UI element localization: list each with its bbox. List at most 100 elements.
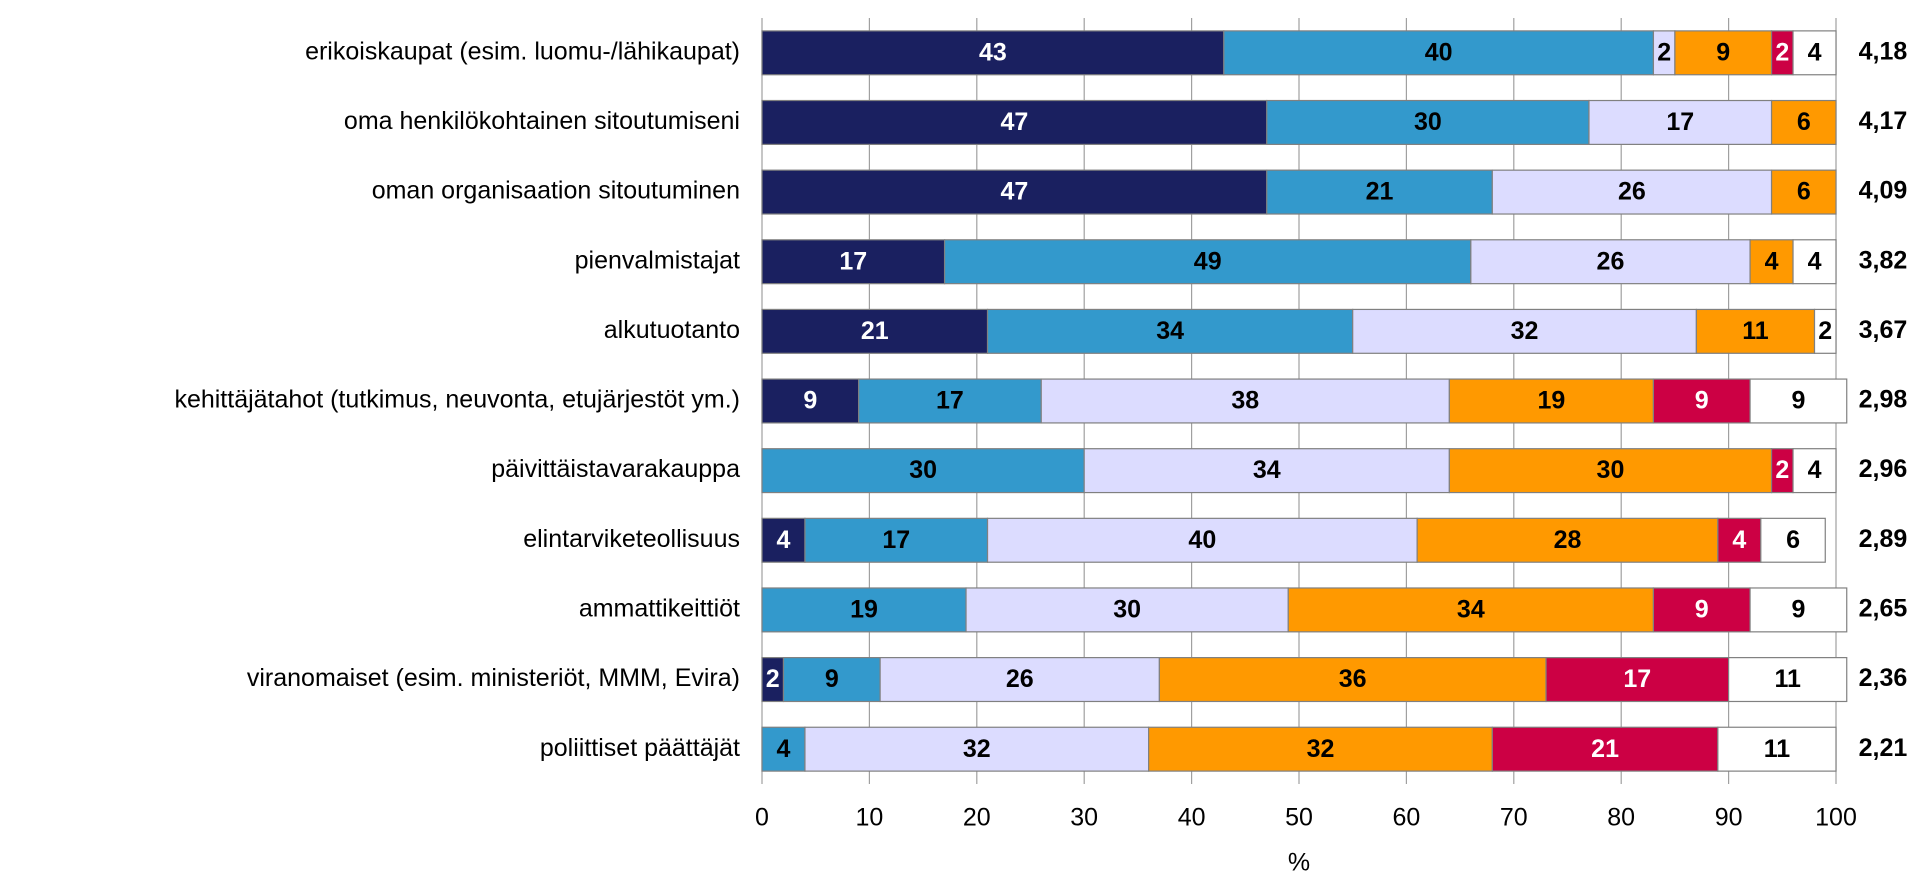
data-label: 9 [1791,387,1805,415]
mean-label: 3,82 [1859,246,1908,274]
bar-segment [965,587,1289,633]
category-label: oma henkilökohtainen sitoutumiseni [344,107,740,135]
data-label: 47 [1000,178,1028,206]
data-label: 6 [1786,526,1800,554]
bar-segment [1448,378,1655,424]
data-label: 17 [1623,665,1651,693]
data-label: 6 [1797,108,1811,136]
bar-segment [858,378,1042,424]
data-label: 4 [1808,456,1822,484]
bar-segment [1588,99,1773,145]
x-tick-label: 40 [1178,804,1206,832]
x-tick-label: 70 [1500,804,1528,832]
data-label: 4 [1732,526,1746,554]
mean-label: 3,67 [1859,316,1908,344]
category-label: alkutuotanto [604,316,740,344]
bar-segment [1749,239,1794,285]
bar-segment [1158,657,1547,703]
data-label: 21 [861,317,889,345]
data-label: 11 [1774,665,1801,693]
data-label: 4 [777,735,791,763]
data-label: 36 [1339,665,1367,693]
data-label: 9 [825,665,839,693]
data-label: 47 [1000,108,1028,136]
bar-segment [1792,239,1837,285]
data-label: 17 [936,387,964,415]
data-label: 34 [1457,596,1485,624]
data-label: 32 [1307,735,1335,763]
bar-segment [1652,587,1751,633]
category-label: oman organisaation sitoutuminen [372,177,740,205]
data-label: 40 [1425,38,1453,66]
bar-segment [1148,726,1493,772]
bar-segment [879,657,1160,703]
bar-segment [1416,517,1719,563]
bar-segment [1792,448,1837,494]
bar-segment [1448,448,1773,494]
bar-segment [1727,657,1848,703]
category-label: päivittäistavarakauppa [491,455,740,483]
x-tick-label: 20 [963,804,991,832]
data-label: 19 [1537,387,1565,415]
data-label: 34 [1156,317,1184,345]
data-label: 30 [1597,456,1625,484]
category-label: ammattikeittiöt [579,595,740,623]
category-label: viranomaiset (esim. ministeriöt, MMM, Ev… [247,664,740,692]
mean-label: 4,18 [1859,37,1908,65]
mean-label: 2,21 [1859,734,1908,762]
data-label: 4 [1808,247,1822,275]
data-label: 9 [1716,38,1730,66]
bar-segment [1083,448,1450,494]
mean-label: 2,36 [1859,664,1908,692]
category-label: kehittäjätahot (tutkimus, neuvonta, etuj… [174,386,740,414]
x-axis-label: % [1288,849,1310,875]
bar-segment [761,587,967,633]
data-label: 17 [1666,108,1694,136]
data-label: 9 [1695,596,1709,624]
mean-label: 4,17 [1859,107,1908,135]
bar-segment [761,378,860,424]
x-tick-label: 80 [1607,804,1635,832]
x-tick-label: 100 [1815,804,1857,832]
data-label: 4 [777,526,791,554]
bar-segment [1266,169,1493,215]
category-label: elintarviketeollisuus [523,525,740,553]
data-label: 43 [979,38,1007,66]
data-label: 11 [1742,317,1769,345]
bar-segment [761,308,989,354]
data-label: 26 [1006,665,1034,693]
bar-segment [1695,308,1816,354]
data-label: 17 [882,526,910,554]
data-label: 19 [850,596,878,624]
data-label: 26 [1618,178,1646,206]
x-tick-label: 0 [755,804,769,832]
bar-segment [1770,169,1837,215]
bar-segment [1717,517,1762,563]
data-label: 9 [1791,596,1805,624]
data-label: 28 [1554,526,1582,554]
data-label: 40 [1188,526,1216,554]
data-label: 2 [1657,38,1671,66]
bar-segment [1223,30,1655,76]
bar-segment [1717,726,1837,772]
data-label: 32 [1511,317,1539,345]
data-label: 11 [1764,735,1791,763]
bar-segment [1760,517,1826,563]
bar-segment [1470,239,1751,285]
mean-label: 2,89 [1859,525,1908,553]
bar-segment [1491,169,1773,215]
data-label: 30 [1113,596,1141,624]
data-label: 30 [1414,108,1442,136]
mean-label: 4,09 [1859,177,1908,205]
data-label: 9 [803,387,817,415]
bar-segment [1266,99,1590,145]
bar-segment [761,726,806,772]
bar-segment [1770,99,1837,145]
data-label: 26 [1597,247,1625,275]
bar-segment [986,517,1418,563]
bar-segment [1652,378,1751,424]
data-label: 2 [1818,317,1832,345]
data-label: 32 [963,735,991,763]
data-label: 38 [1231,387,1259,415]
bar-segment [804,726,1150,772]
